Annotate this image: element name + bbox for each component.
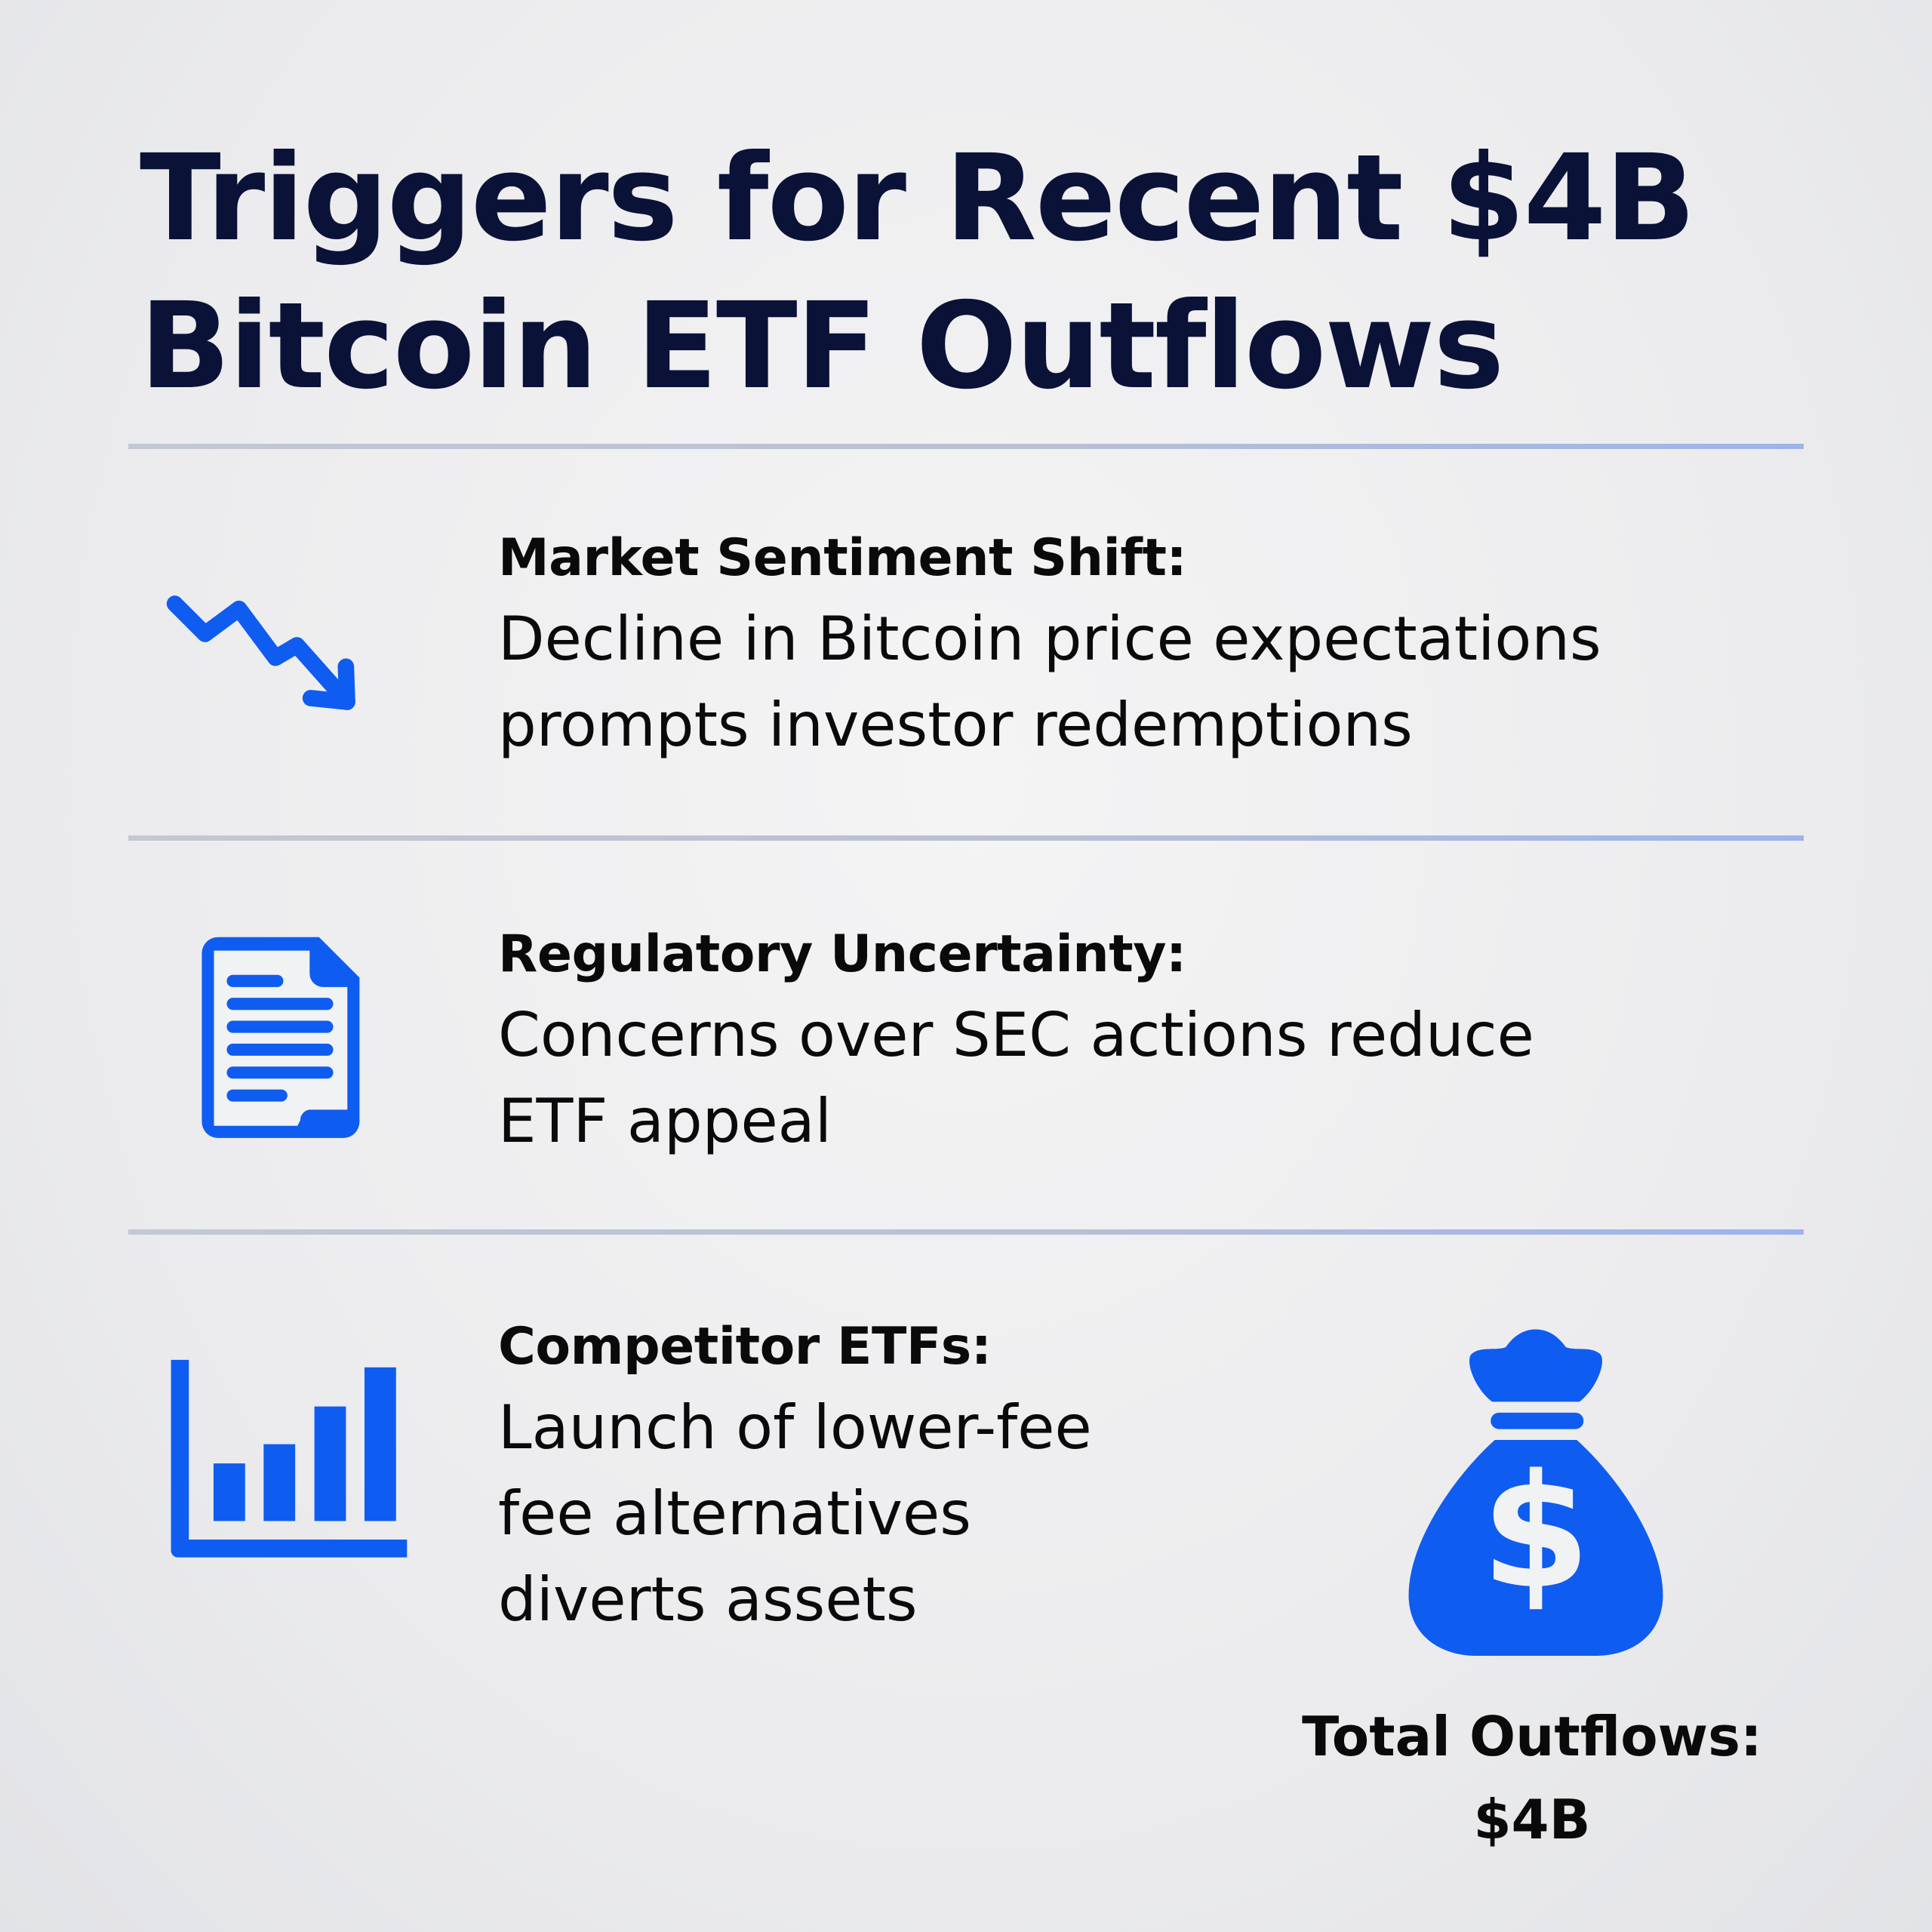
divider — [128, 444, 1804, 449]
title-line-1: Triggers for Recent $4B — [140, 129, 1696, 268]
title-line-2: Bitcoin ETF Outflows — [140, 277, 1504, 416]
section-body-line: Concerns over SEC actions reduce — [498, 1000, 1534, 1070]
section-body-line: ETF appeal — [498, 1086, 832, 1156]
section-body-line: diverts assets — [498, 1564, 918, 1635]
money-bag-icon: $ — [1408, 1329, 1663, 1656]
section-heading: Competitor ETFs: — [498, 1317, 992, 1377]
divider — [128, 1229, 1804, 1235]
section-body-line: Decline in Bitcoin price expectations — [498, 604, 1601, 674]
total-outflows-value: $4B — [1473, 1788, 1591, 1851]
trending-down-arrow-icon — [166, 595, 355, 710]
section-body-line: Launch of lower-fee — [498, 1392, 1092, 1463]
document-icon — [202, 937, 360, 1138]
section-body-line: prompts investor redemptions — [498, 690, 1413, 760]
total-outflows-label: Total Outflows: — [1302, 1705, 1762, 1768]
section-body-line: fee alternatives — [498, 1478, 971, 1549]
divider — [128, 835, 1804, 841]
section-heading: Market Sentiment Shift: — [498, 528, 1187, 588]
dollar-sign-glyph: $ — [1481, 1441, 1591, 1624]
bar-chart-icon — [171, 1359, 408, 1558]
section-heading: Regulatory Uncertainty: — [498, 924, 1186, 984]
page-title: Triggers for Recent $4B Bitcoin ETF Outf… — [140, 125, 1696, 420]
